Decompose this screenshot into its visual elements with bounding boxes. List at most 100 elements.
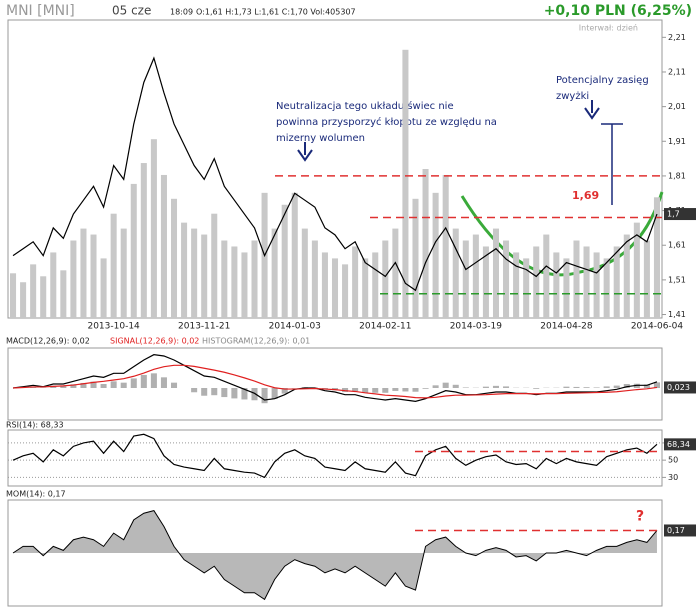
- bar: [503, 240, 510, 318]
- x-tick-label: 2013-11-21: [178, 322, 230, 332]
- bar: [80, 382, 87, 388]
- bar: [331, 258, 339, 318]
- bar: [412, 198, 419, 318]
- bar: [321, 252, 328, 318]
- last-value-box: [664, 524, 696, 537]
- bar: [653, 197, 660, 318]
- bar: [452, 228, 459, 318]
- interval: Interwał: dzień: [579, 24, 638, 33]
- bar: [90, 234, 97, 318]
- x-tick-label: 2013-10-14: [87, 322, 140, 332]
- bar: [281, 204, 288, 318]
- area: [13, 510, 657, 600]
- date: 05 cze: [112, 4, 151, 18]
- bar: [392, 228, 399, 318]
- bar: [523, 258, 530, 318]
- bar: [603, 258, 610, 318]
- bar: [100, 384, 107, 388]
- y-tick-label: 2,21: [668, 33, 686, 42]
- bar: [311, 240, 318, 318]
- bar: [30, 264, 37, 318]
- bar: [382, 388, 389, 393]
- bar: [191, 388, 198, 393]
- bar: [472, 234, 479, 318]
- bar: [643, 384, 650, 388]
- last-value-box: [664, 438, 696, 451]
- bar: [643, 240, 650, 318]
- level-label: 1,69: [572, 189, 599, 202]
- rsi-panel: [7, 429, 663, 487]
- macd-panel: [7, 347, 663, 421]
- x-tick-label: 2014-04-28: [540, 322, 593, 332]
- bar: [442, 174, 449, 318]
- bar: [201, 234, 208, 318]
- bar: [573, 386, 580, 388]
- bar: [603, 386, 610, 388]
- bar: [623, 384, 630, 388]
- bar: [181, 222, 188, 318]
- series-line: [12, 56, 658, 292]
- target-line: zwyżki: [556, 91, 589, 102]
- y-tick-label: 1,91: [668, 137, 686, 146]
- bar: [291, 192, 298, 318]
- y-tick-label: 1,81: [668, 171, 686, 180]
- bar: [50, 252, 57, 318]
- y-tick-label: 30: [668, 473, 678, 482]
- bar: [120, 228, 127, 318]
- bar: [150, 373, 157, 388]
- bar: [653, 382, 660, 388]
- arrow: [584, 100, 600, 120]
- bar: [462, 387, 469, 388]
- bar: [533, 246, 540, 318]
- bar: [221, 240, 228, 318]
- bar: [90, 381, 97, 388]
- bar: [482, 386, 489, 388]
- bar: [110, 213, 117, 318]
- last-value-label: 0,17: [667, 526, 685, 535]
- x-tick-label: 2014-06-04: [631, 322, 684, 332]
- bar: [432, 192, 439, 318]
- bar: [613, 385, 620, 388]
- bar: [251, 388, 258, 401]
- time: 18:09: [170, 8, 193, 17]
- bar: [271, 228, 278, 318]
- note-line: powinna przysporzyć kłopotu ze względu n…: [276, 116, 497, 128]
- bar: [573, 240, 580, 318]
- bar: [20, 282, 27, 318]
- series-line: [12, 510, 658, 601]
- bar: [221, 388, 228, 398]
- last-value-label: 1,7: [667, 210, 680, 219]
- y-tick-label: 50: [668, 456, 678, 465]
- panel-label: MACD(12,26,9): 0,02: [6, 337, 90, 346]
- bar: [301, 228, 308, 318]
- bar: [402, 388, 409, 392]
- bar: [352, 246, 359, 318]
- panel-label: MOM(14): 0,17: [6, 490, 66, 499]
- last-value-label: 68,34: [667, 440, 690, 449]
- bar: [462, 240, 469, 318]
- bar: [623, 234, 630, 318]
- bar: [231, 388, 238, 399]
- bar: [352, 388, 359, 392]
- bar: [593, 387, 600, 388]
- bar: [513, 252, 520, 318]
- bar: [150, 139, 157, 318]
- y-tick-label: 1,41: [668, 310, 686, 319]
- bar: [422, 169, 429, 318]
- bar: [342, 264, 349, 318]
- bar: [482, 246, 489, 318]
- bar: [100, 258, 107, 318]
- bar: [241, 388, 248, 400]
- change: +0,10 PLN (6,25%): [544, 3, 692, 19]
- panel-label: RSI(14): 68,33: [6, 421, 64, 430]
- bar: [170, 382, 178, 388]
- bar: [251, 240, 258, 318]
- bar: [231, 246, 238, 318]
- bar: [593, 252, 600, 318]
- bar: [553, 252, 560, 318]
- bar: [583, 246, 590, 318]
- bar: [80, 228, 87, 318]
- bar: [120, 382, 127, 388]
- annotation-note: Neutralizacja tego układu świec nie powi…: [276, 75, 649, 144]
